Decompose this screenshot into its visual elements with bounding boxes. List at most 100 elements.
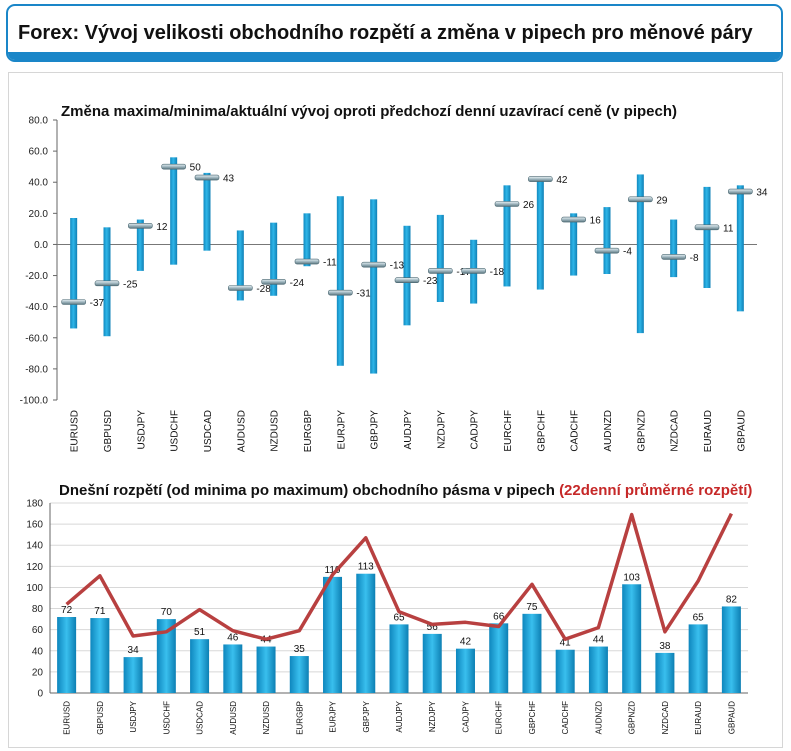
chart1-range-bar <box>203 172 211 251</box>
chart1-current-marker <box>61 299 86 305</box>
chart1-current-marker <box>428 268 453 274</box>
chart2-average-line <box>65 512 733 641</box>
chart1-current-marker <box>161 163 186 170</box>
chart1-current-marker <box>528 176 553 182</box>
chart1-x-tick-label: AUDJPY <box>403 410 414 450</box>
chart1-x-tick-label: CADJPY <box>470 410 481 450</box>
chart1-x-tick-label: GBPUSD <box>103 410 114 452</box>
page-title: Forex: Vývoj velikosti obchodního rozpět… <box>18 22 753 44</box>
chart2-data-label: 70 <box>161 607 173 618</box>
chart2-title-red: (22denní průměrné rozpětí) <box>559 482 752 499</box>
chart2-x-tick-label: CADJPY <box>461 700 470 732</box>
chart1-range-bar <box>703 186 711 288</box>
chart2-data-label: 103 <box>623 572 640 583</box>
chart1-current-marker <box>328 289 353 296</box>
chart2-x-tick-label: GBPNZD <box>628 701 637 735</box>
chart2-data-label: 46 <box>227 632 239 643</box>
chart1-y-tick-label: 80.0 <box>29 116 49 127</box>
chart1-title: Změna maxima/minima/aktuální vývoj oprot… <box>61 103 677 120</box>
chart2-bar <box>156 619 176 693</box>
chart1-x-tick-label: NZDJPY <box>436 410 447 449</box>
chart1-data-label: -28 <box>256 284 271 295</box>
chart2-x-tick-label: GBPCHF <box>528 701 537 734</box>
chart1-data-label: -23 <box>423 276 438 287</box>
chart2-bar <box>422 633 442 693</box>
chart1-current-marker <box>461 268 486 274</box>
chart1-y-tick-label: -80.0 <box>25 364 48 375</box>
chart2-data-label: 71 <box>94 606 106 617</box>
chart1-current-marker <box>261 278 286 285</box>
chart2-bar <box>455 648 475 693</box>
chart1-current-marker <box>394 277 420 284</box>
chart2-bar <box>289 656 309 693</box>
chart1-x-tick-label: USDCHF <box>170 410 181 452</box>
chart2-data-label: 41 <box>560 638 572 649</box>
chart2-x-tick-label: EURCHF <box>495 701 504 734</box>
chart2-x-tick-label: USDCAD <box>196 701 205 735</box>
chart1-y-tick-label: -20.0 <box>25 271 48 282</box>
chart1-x-tick-label: USDJPY <box>136 410 147 450</box>
chart2-y-tick-label: 180 <box>26 499 43 510</box>
chart2-data-label: 113 <box>358 562 374 573</box>
chart2-bar <box>489 623 509 693</box>
chart2-y-tick-label: 120 <box>26 562 43 573</box>
chart1-y-tick-label: -60.0 <box>25 333 48 344</box>
chart1-y-tick-label: 0.0 <box>34 240 48 251</box>
chart1-data-label: 26 <box>523 200 535 211</box>
chart1-range-bar <box>303 213 311 267</box>
chart2-bar <box>323 576 343 693</box>
chart2-data-label: 65 <box>693 612 705 623</box>
chart1-x-tick-label: GBPNZD <box>636 410 647 452</box>
chart1-x-tick-label: GBPCHF <box>536 410 547 452</box>
chart1-data-label: -24 <box>290 278 305 289</box>
chart1-x-tick-label: GBPAUD <box>736 410 747 452</box>
chart1-range-bar <box>270 222 278 296</box>
chart1-current-marker <box>728 188 753 195</box>
chart2-y-tick-label: 60 <box>32 625 44 636</box>
chart1-x-tick-label: NZDUSD <box>270 410 281 452</box>
chart2-x-tick-label: AUDJPY <box>395 700 404 732</box>
chart1-data-label: -4 <box>623 247 632 258</box>
chart1-range-bar <box>636 174 644 334</box>
chart2-bar <box>721 606 741 693</box>
chart2-data-label: 66 <box>493 611 505 622</box>
chart2-x-tick-label: GBPUSD <box>96 701 105 735</box>
chart2-data-label: 75 <box>526 602 538 613</box>
chart1-data-label: 29 <box>656 195 668 206</box>
chart2-data-label: 110 <box>325 565 341 576</box>
chart1-y-tick-label: 40.0 <box>29 178 49 189</box>
chart1-x-tick-label: CADCHF <box>570 410 581 452</box>
chart1-current-marker <box>94 280 120 287</box>
chart2-bar <box>356 573 376 693</box>
chart1-x-tick-label: EURJPY <box>336 410 347 450</box>
chart1-current-marker <box>228 285 253 291</box>
chart2-bar <box>256 646 276 693</box>
chart2-plot: 180 160 140 120 100 80 60 40 20 0 72 EURUSD 71 GBPUSD… <box>26 499 748 735</box>
chart1-data-label: -13 <box>390 261 405 272</box>
chart1-y-tick-label: -100.0 <box>20 396 49 407</box>
chart1-plot: 80.0 60.0 40.0 20.0 0.0 -20.0 -40.0 -60.0 -80.0 -… <box>20 116 768 453</box>
chart2-bar <box>655 652 675 693</box>
chart1-y-tick-label: 20.0 <box>29 209 49 220</box>
chart2-x-tick-label: CADCHF <box>561 701 570 734</box>
chart2-bar <box>688 624 708 693</box>
chart1-range-bar <box>536 177 544 290</box>
chart1-x-tick-label: AUDNZD <box>603 410 614 452</box>
chart1-range-bar <box>736 185 744 312</box>
chart1-data-label: -37 <box>90 298 105 309</box>
chart1-range-bar <box>70 218 78 329</box>
chart2-y-tick-label: 160 <box>26 520 43 531</box>
chart2-bar <box>223 644 243 693</box>
chart1-data-label: 16 <box>590 216 602 227</box>
chart2-bar <box>190 639 210 693</box>
chart2-x-tick-label: USDJPY <box>129 700 138 732</box>
chart2-y-tick-label: 20 <box>32 667 44 678</box>
chart1-range-bar <box>503 185 511 287</box>
chart2-y-tick-label: 100 <box>26 583 43 594</box>
chart1-current-marker <box>594 247 620 254</box>
chart2-data-label: 65 <box>393 612 405 623</box>
chart2-bar <box>555 649 575 693</box>
chart2-title: Dnešní rozpětí (od minima po maximum) ob… <box>59 482 752 499</box>
chart1-range-bar <box>370 199 378 374</box>
chart2-data-label: 34 <box>128 645 140 656</box>
